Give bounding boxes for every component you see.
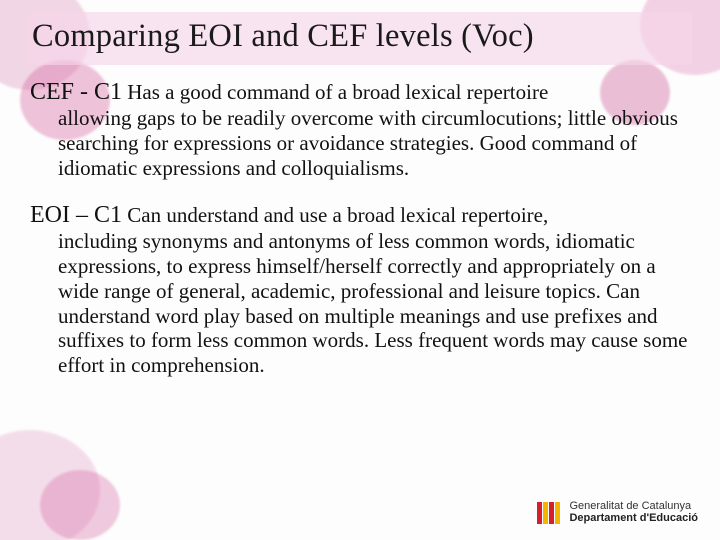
level-lead: Can understand and use a broad lexical r…: [122, 203, 548, 227]
gencat-logo-icon: [537, 500, 561, 526]
level-body: allowing gaps to be readily overcome wit…: [58, 106, 690, 180]
section-eoi: EOI – C1 Can understand and use a broad …: [30, 202, 690, 378]
level-lead: Has a good command of a broad lexical re…: [122, 80, 548, 104]
title-band: Comparing EOI and CEF levels (Voc): [28, 12, 692, 65]
level-body: including synonyms and antonyms of less …: [58, 229, 690, 378]
section-cef: CEF - C1 Has a good command of a broad l…: [30, 79, 690, 180]
slide-title: Comparing EOI and CEF levels (Voc): [32, 18, 684, 55]
footer-line2: Departament d'Educació: [569, 513, 698, 525]
level-label: CEF - C1: [30, 79, 122, 105]
footer-logo: Generalitat de Catalunya Departament d'E…: [537, 500, 698, 526]
slide: Comparing EOI and CEF levels (Voc) CEF -…: [0, 0, 720, 540]
level-label: EOI – C1: [30, 202, 122, 228]
